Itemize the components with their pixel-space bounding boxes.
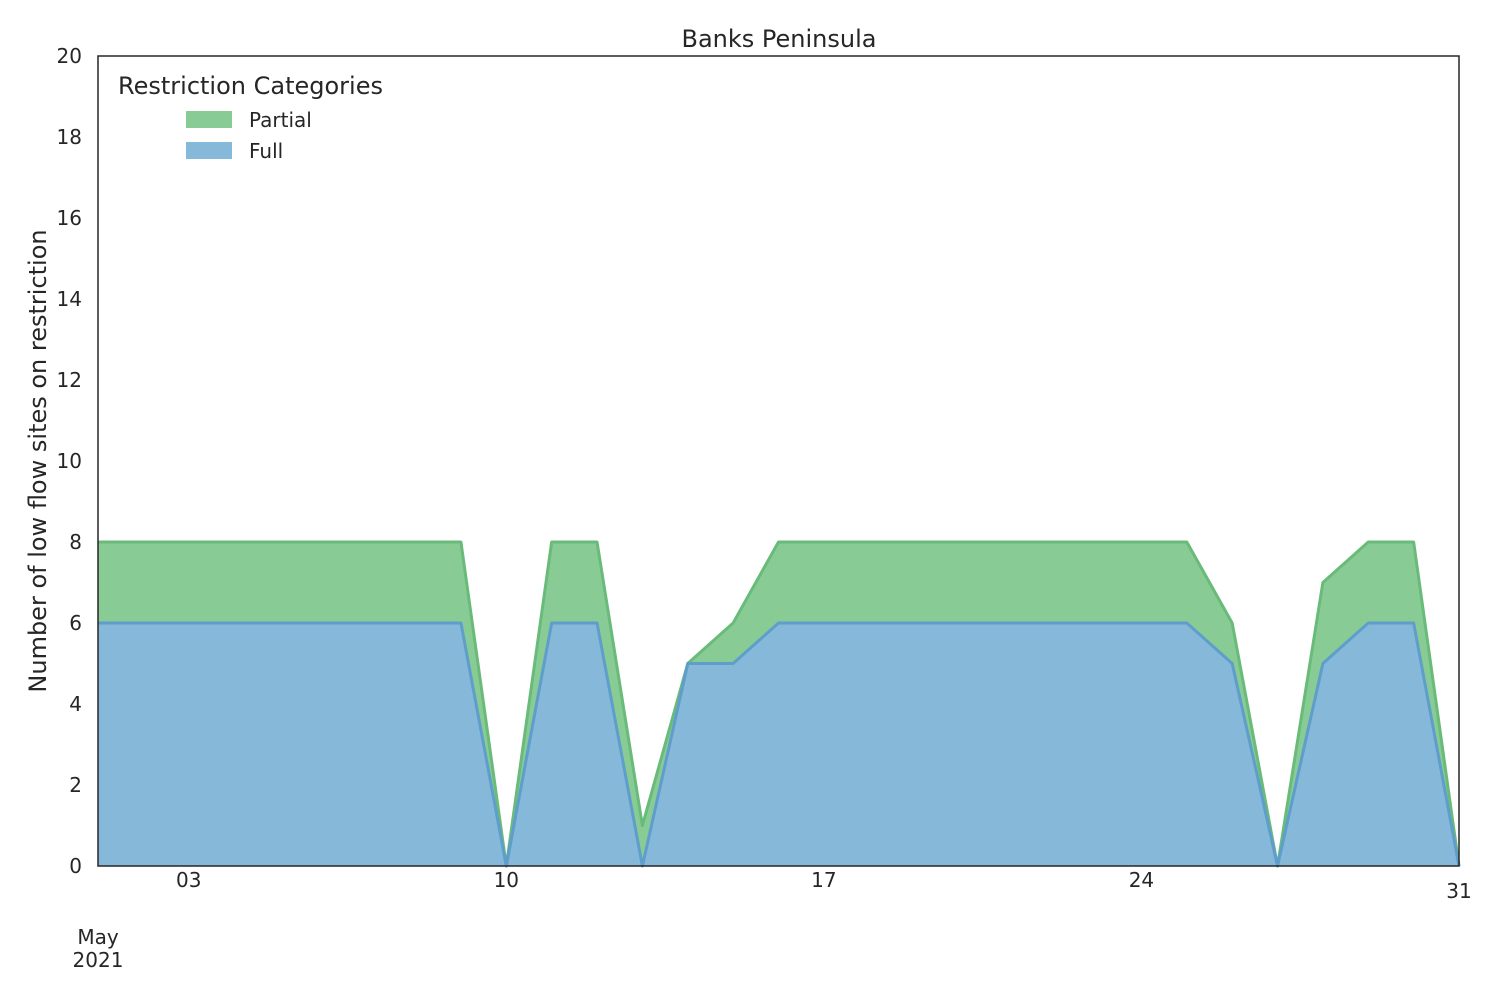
x-tick-label: 31 (1446, 879, 1471, 903)
legend-swatch-full (186, 142, 232, 159)
y-tick-label: 0 (69, 854, 82, 878)
y-tick-label: 10 (57, 449, 82, 473)
y-tick-label: 16 (57, 206, 82, 230)
y-tick-label: 20 (57, 44, 82, 68)
plot-frame (97, 55, 1460, 867)
y-tick-label: 8 (69, 530, 82, 554)
y-tick-label: 14 (57, 287, 82, 311)
y-tick-label: 18 (57, 125, 82, 149)
x-tick-label: 17 (811, 868, 836, 892)
chart-title: Banks Peninsula (682, 25, 877, 53)
area-full (98, 623, 1459, 866)
legend-swatch-partial (186, 111, 232, 128)
x-tick-label: 24 (1129, 868, 1154, 892)
x-year-label: 2021 (73, 948, 124, 972)
series-line-full (98, 621, 1461, 868)
legend-title: Restriction Categories (118, 72, 383, 100)
y-tick-label: 6 (69, 611, 82, 635)
x-axis: 03 10 17 24 31 (176, 868, 1472, 903)
y-axis: 0 2 4 6 8 10 12 14 16 18 20 (57, 44, 82, 878)
plot-areas (98, 540, 1461, 868)
y-tick-label: 12 (57, 368, 82, 392)
series-line-partial (98, 540, 1461, 868)
x-tick-label: 10 (494, 868, 519, 892)
y-tick-label: 4 (69, 692, 82, 716)
x-month-label: May (77, 925, 119, 949)
y-axis-label: Number of low flow sites on restriction (24, 229, 52, 692)
legend-label-full: Full (249, 139, 283, 163)
legend-label-partial: Partial (249, 108, 312, 132)
y-tick-label: 2 (69, 773, 82, 797)
x-tick-label: 03 (176, 868, 201, 892)
legend: Restriction Categories Partial Full (118, 72, 383, 163)
